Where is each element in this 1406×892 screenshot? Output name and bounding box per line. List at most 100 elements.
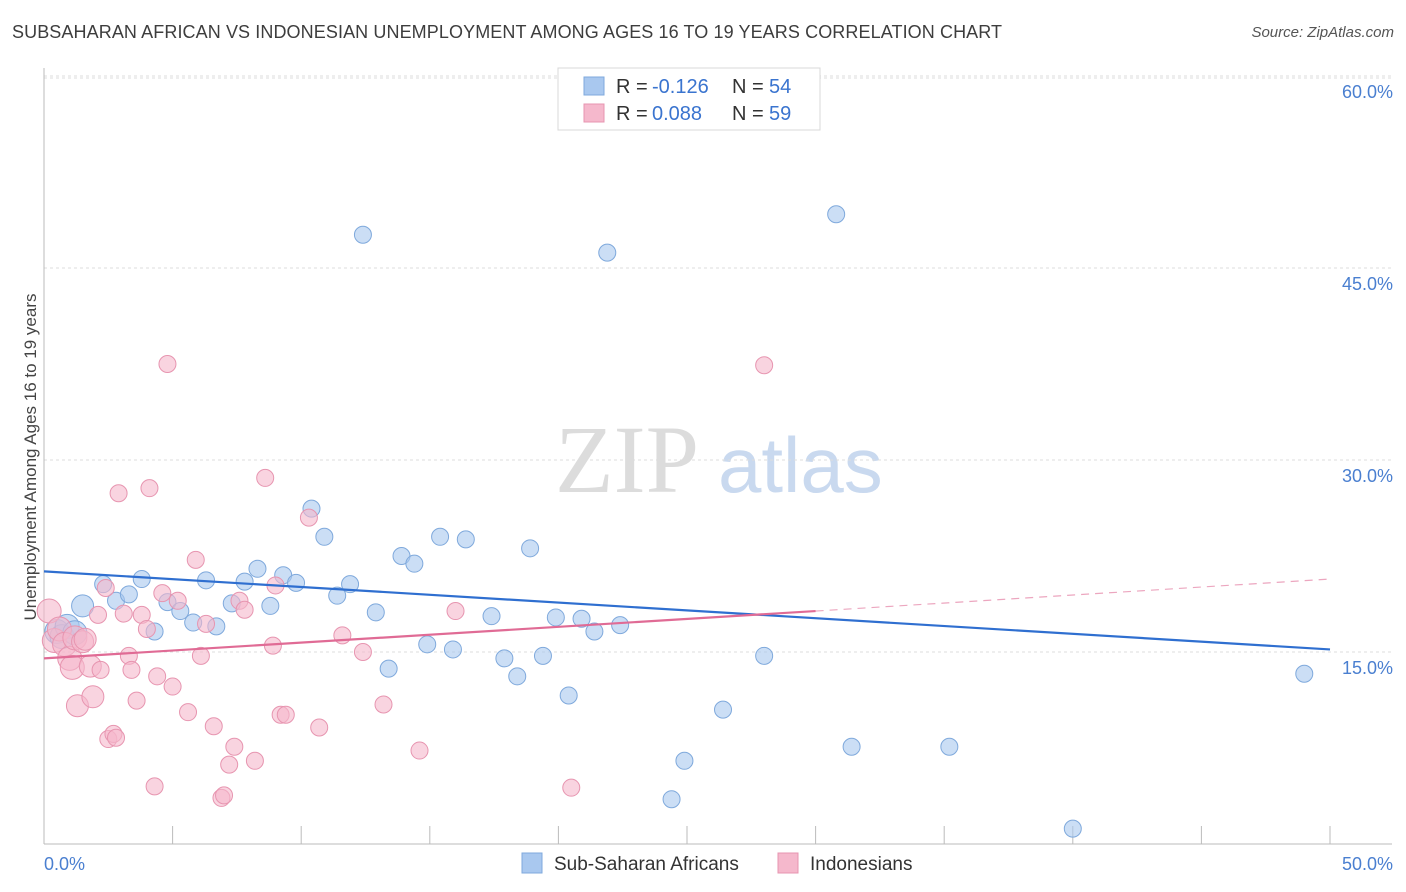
subsaharan-point xyxy=(714,700,733,719)
series-label-subsaharan: Sub-Saharan Africans xyxy=(554,854,739,875)
legend-n-label-2: N = xyxy=(732,103,764,125)
subsaharan-point xyxy=(328,586,347,605)
indonesian-point xyxy=(140,479,159,498)
subsaharan-point xyxy=(546,608,565,627)
subsaharan-point xyxy=(827,205,846,224)
subsaharan-point xyxy=(287,573,306,592)
indonesian-point xyxy=(109,484,128,503)
indonesian-point xyxy=(220,755,239,774)
subsaharan-point xyxy=(248,559,267,578)
indonesian-point xyxy=(310,718,329,737)
indonesian-point xyxy=(107,728,126,747)
series-label-indonesian: Indonesians xyxy=(810,854,912,875)
indonesian-point xyxy=(225,737,244,756)
y-tick-label: 60.0% xyxy=(1342,82,1393,102)
indonesian-point xyxy=(197,614,216,633)
subsaharan-point xyxy=(379,659,398,678)
subsaharan-point xyxy=(119,585,138,604)
subsaharan-point xyxy=(431,527,450,546)
indonesian-point xyxy=(446,602,465,621)
series-swatch-subsaharan xyxy=(521,852,543,874)
indonesian-point xyxy=(235,600,254,619)
watermark-atlas: atlas xyxy=(718,421,883,509)
indonesian-point xyxy=(179,703,198,722)
indonesian-point xyxy=(89,605,108,624)
subsaharan-point xyxy=(1063,819,1082,838)
subsaharan-point xyxy=(353,225,372,244)
subsaharan-point xyxy=(755,646,774,665)
indonesian-point xyxy=(276,705,295,724)
indonesian-point xyxy=(374,695,393,714)
trend-lines xyxy=(43,570,1331,660)
indonesian-point xyxy=(186,550,205,569)
subsaharan-point xyxy=(495,649,514,668)
indonesian-point xyxy=(215,786,234,805)
subsaharan-point xyxy=(842,737,861,756)
legend-n-label-1: N = xyxy=(732,76,764,98)
legend-r-label-2: R = xyxy=(616,103,648,125)
subsaharan-point xyxy=(521,539,540,558)
indonesian-point xyxy=(122,660,141,679)
indonesian-point xyxy=(755,356,774,375)
subsaharan-point xyxy=(235,572,254,591)
subsaharan-point xyxy=(482,607,501,626)
subsaharan-point xyxy=(418,635,437,654)
series-swatch-indonesian xyxy=(777,852,799,874)
indonesian-point xyxy=(148,667,167,686)
subsaharan-point xyxy=(559,686,578,705)
indonesian-point xyxy=(137,619,156,638)
indonesian-trend-line xyxy=(43,609,816,660)
subsaharan-point xyxy=(611,616,630,635)
legend-swatch-indonesian xyxy=(583,103,605,123)
y-tick-label: 45.0% xyxy=(1342,274,1393,294)
subsaharan-point xyxy=(662,790,681,809)
data-points xyxy=(36,86,1314,838)
subsaharan-point xyxy=(585,622,604,641)
indonesian-point xyxy=(562,778,581,797)
indonesian-point xyxy=(163,677,182,696)
indonesian-point xyxy=(73,627,97,651)
gridlines xyxy=(44,75,1392,653)
indonesian-point xyxy=(91,660,110,679)
subsaharan-point xyxy=(533,646,552,665)
x-tick-label-left: 0.0% xyxy=(44,854,85,874)
indonesian-point xyxy=(353,643,372,661)
legend-r-label-1: R = xyxy=(616,76,648,98)
indonesian-point xyxy=(256,468,275,487)
axes xyxy=(43,68,1392,845)
indonesian-point xyxy=(158,355,177,373)
indonesian-point xyxy=(153,584,172,603)
y-axis-label: Unemployment Among Ages 16 to 19 years xyxy=(21,294,40,621)
indonesian-point xyxy=(81,685,105,709)
subsaharan-point xyxy=(940,737,959,756)
subsaharan-point xyxy=(341,575,360,594)
indonesian-point xyxy=(410,741,429,760)
subsaharan-point xyxy=(315,527,334,546)
indonesian-point xyxy=(96,579,115,597)
correlation-legend: R = -0.126 N = 54 R = 0.088 N = 59 xyxy=(557,67,821,131)
y-tick-label: 30.0% xyxy=(1342,466,1393,486)
series-legend: Sub-Saharan Africans Indonesians xyxy=(521,852,912,875)
chart-source: Source: ZipAtlas.com xyxy=(1251,24,1394,41)
subsaharan-point xyxy=(1295,664,1314,683)
chart-title: SUBSAHARAN AFRICAN VS INDONESIAN UNEMPLO… xyxy=(12,22,1003,42)
legend-swatch-subsaharan xyxy=(583,76,605,96)
indonesian-point xyxy=(299,508,318,527)
tick-labels: 15.0% 30.0% 45.0% 60.0% 0.0% 50.0% xyxy=(44,82,1393,874)
indonesian-point xyxy=(168,591,187,610)
subsaharan-point xyxy=(366,603,385,622)
subsaharan-point xyxy=(443,640,462,659)
legend-n-value-2: 59 xyxy=(769,103,791,125)
x-tick-label-right: 50.0% xyxy=(1342,854,1393,874)
indonesian-point xyxy=(204,717,223,736)
indonesian-point xyxy=(245,751,264,770)
subsaharan-point xyxy=(405,554,424,573)
indonesian-trend-extension xyxy=(815,578,1331,612)
legend-r-value-2: 0.088 xyxy=(652,103,702,125)
indonesian-point xyxy=(114,604,133,623)
indonesian-point xyxy=(191,646,210,665)
legend-r-value-1: -0.126 xyxy=(652,76,709,98)
subsaharan-point xyxy=(261,596,280,615)
indonesian-point xyxy=(127,691,146,710)
